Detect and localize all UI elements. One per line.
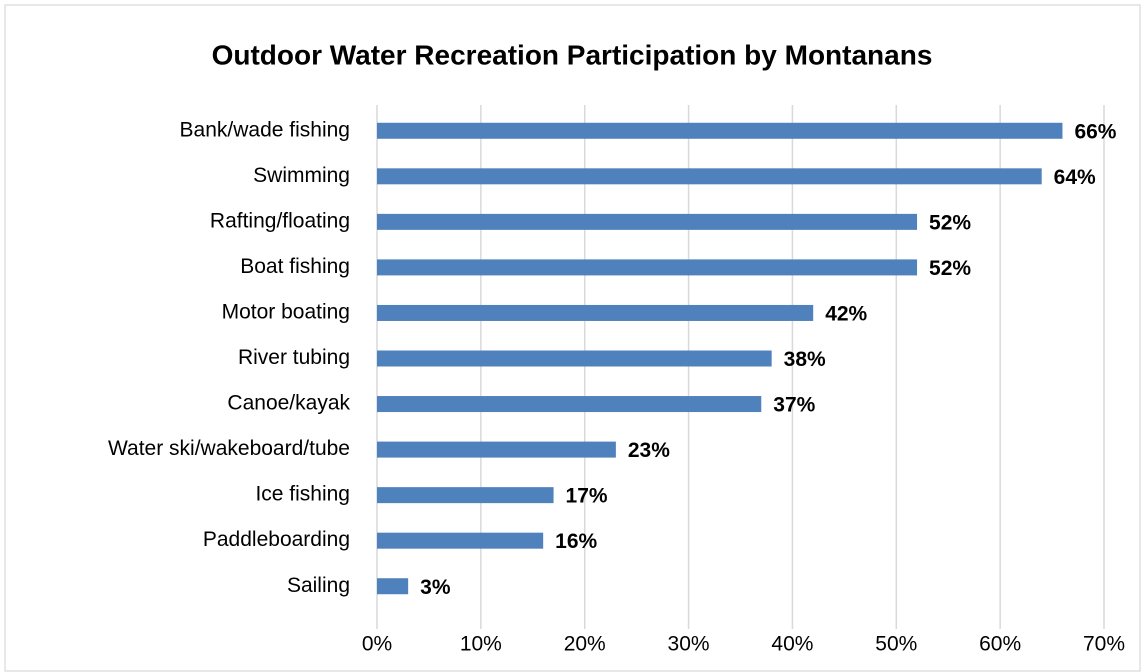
y-tick-label: Ice fishing	[255, 483, 350, 506]
bar	[377, 532, 544, 549]
chart-title: Outdoor Water Recreation Participation b…	[212, 39, 933, 70]
x-tick-label: 0%	[362, 633, 392, 656]
value-label: 38%	[784, 348, 826, 371]
bar	[377, 213, 918, 230]
y-tick-label: Bank/wade fishing	[180, 118, 350, 141]
x-tick-label: 30%	[668, 633, 710, 656]
y-tick-label: Motor boating	[222, 301, 350, 324]
value-label: 17%	[566, 485, 608, 508]
value-label: 64%	[1054, 166, 1096, 189]
bar	[377, 304, 814, 321]
y-tick-label: River tubing	[238, 346, 350, 369]
bar	[377, 396, 762, 413]
bar	[377, 578, 409, 595]
chart-frame	[4, 4, 1141, 672]
bar	[377, 122, 1063, 139]
value-label: 16%	[555, 530, 597, 553]
y-tick-label: Boat fishing	[240, 255, 350, 278]
x-tick-label: 70%	[1083, 633, 1125, 656]
value-label: 3%	[420, 576, 451, 599]
y-tick-label: Rafting/floating	[210, 209, 350, 232]
value-label: 23%	[628, 439, 670, 462]
x-tick-label: 10%	[460, 633, 502, 656]
value-label: 66%	[1074, 120, 1116, 143]
bar	[377, 441, 616, 458]
value-label: 42%	[825, 303, 867, 326]
y-tick-label: Canoe/kayak	[227, 392, 350, 415]
y-tick-label: Sailing	[287, 574, 350, 597]
value-label: 52%	[929, 211, 971, 234]
bar	[377, 350, 772, 367]
y-tick-label: Water ski/wakeboard/tube	[108, 437, 350, 460]
bar	[377, 168, 1042, 185]
y-tick-label: Paddleboarding	[203, 528, 350, 551]
x-tick-label: 20%	[564, 633, 606, 656]
y-tick-label: Swimming	[253, 164, 350, 187]
bar	[377, 259, 918, 276]
x-tick-label: 60%	[979, 633, 1021, 656]
value-label: 52%	[929, 257, 971, 280]
x-tick-label: 50%	[875, 633, 917, 656]
x-tick-label: 40%	[771, 633, 813, 656]
bar	[377, 487, 554, 504]
value-label: 37%	[773, 394, 815, 417]
